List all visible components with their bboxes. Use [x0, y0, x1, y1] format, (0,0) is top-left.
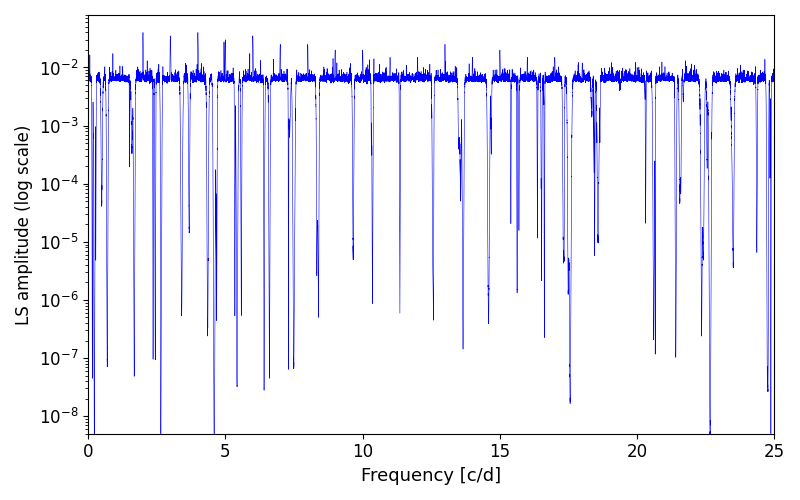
Y-axis label: LS amplitude (log scale): LS amplitude (log scale) [15, 124, 33, 324]
X-axis label: Frequency [c/d]: Frequency [c/d] [361, 467, 502, 485]
